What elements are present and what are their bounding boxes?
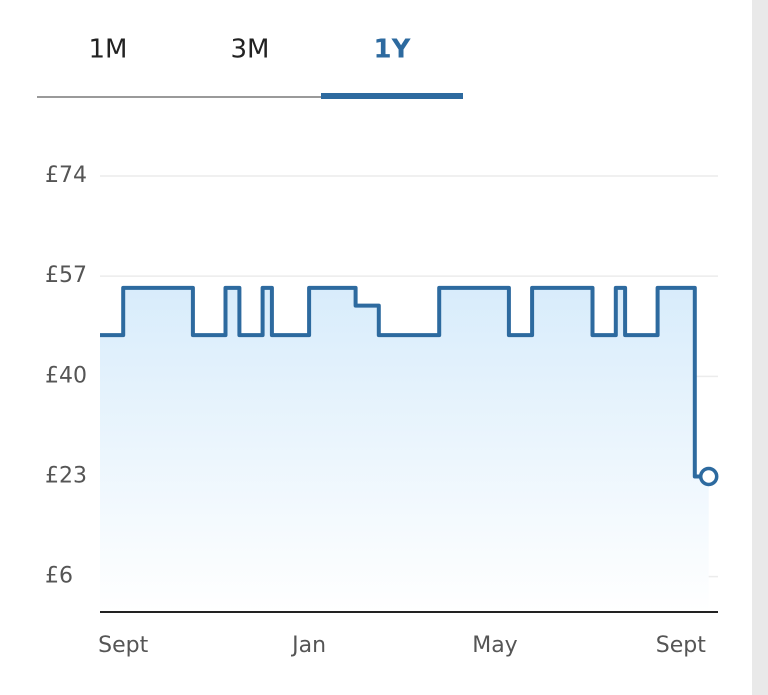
y-tick-label: £40	[45, 363, 87, 388]
tab-label[interactable]: 1M	[89, 35, 128, 65]
side-bar	[752, 0, 768, 695]
tab-label[interactable]: 3M	[231, 35, 270, 65]
tab-label[interactable]: 1Y	[374, 35, 412, 65]
y-tick-label: £57	[45, 263, 87, 288]
y-tick-label: £23	[45, 463, 87, 488]
area-fill	[100, 287, 709, 612]
x-tick-label: Sept	[656, 633, 706, 658]
chart: £6 £23 £40 £57 £74 Sept Jan May Sept	[45, 163, 719, 658]
x-tick-label: Sept	[98, 633, 148, 658]
x-tick-label: May	[472, 633, 517, 658]
y-tick-label: £74	[45, 163, 87, 188]
y-tick-label: £6	[45, 564, 73, 589]
tab-bar: 1M 3M 1Y	[37, 35, 463, 99]
x-tick-label: Jan	[290, 633, 326, 658]
tab-indicator	[321, 93, 463, 99]
price-line	[100, 285, 709, 479]
current-point	[698, 466, 719, 487]
